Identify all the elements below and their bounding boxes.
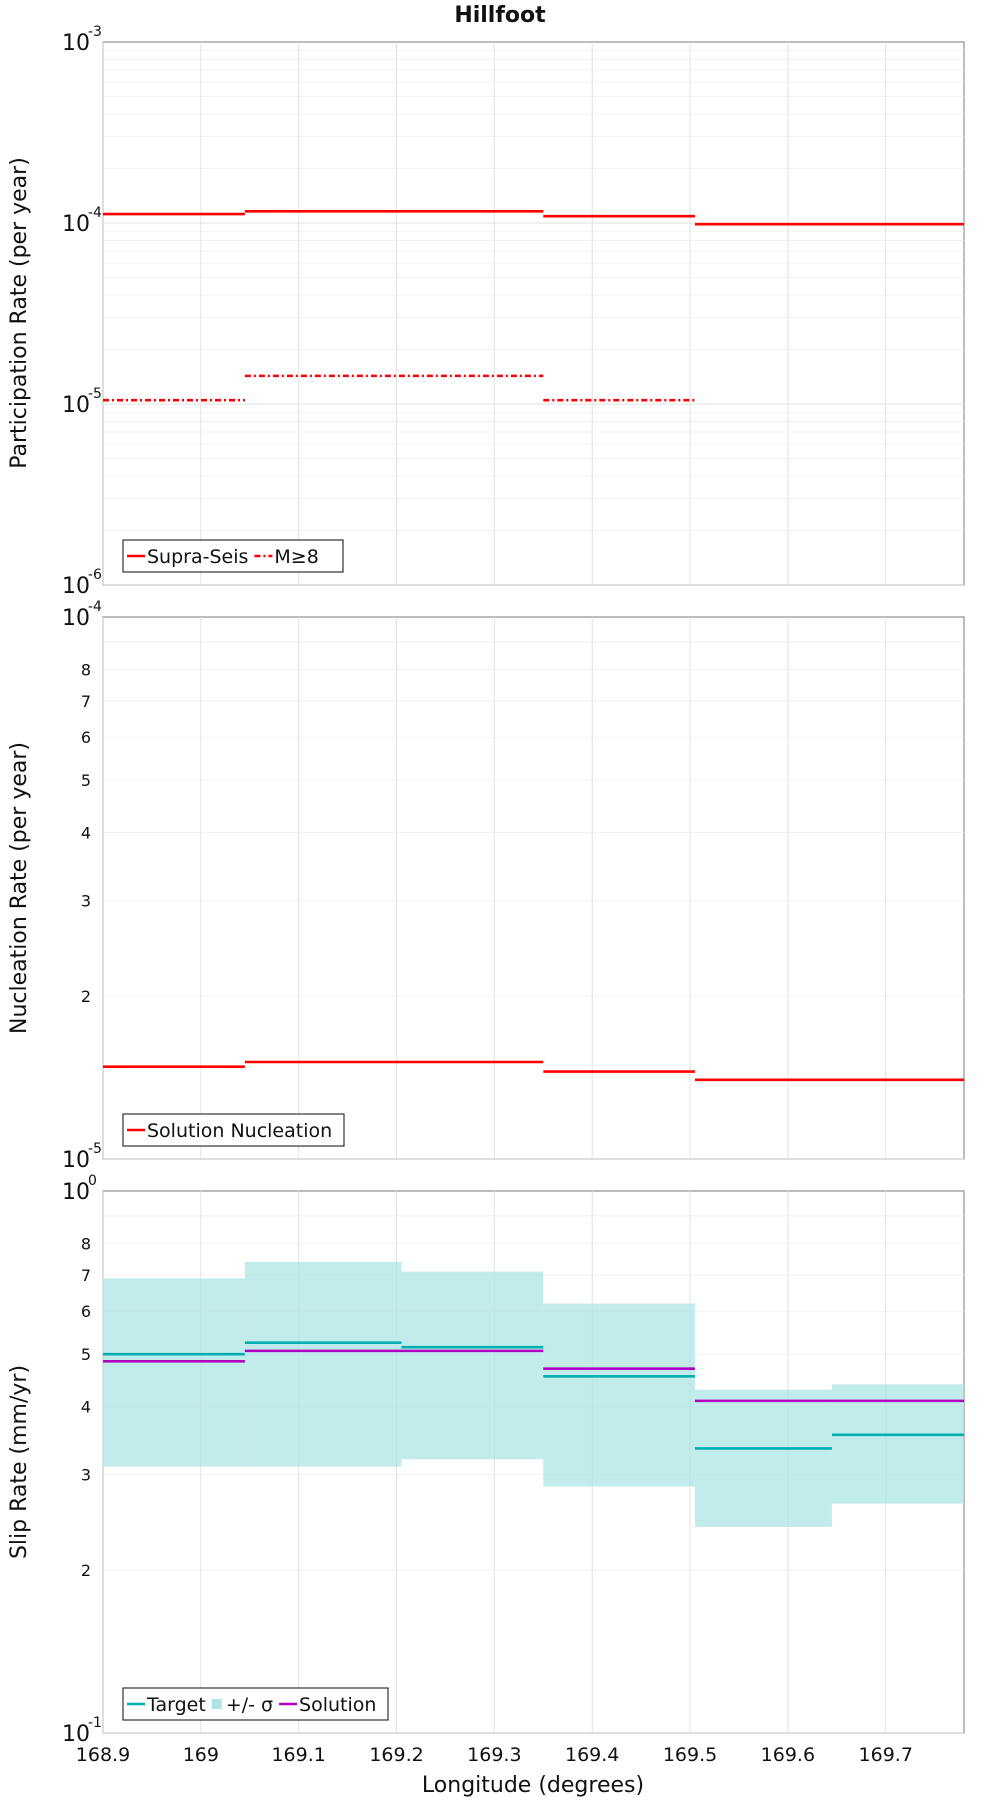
y-tick-label: 10: [62, 606, 90, 631]
y-tick-label: 5: [81, 771, 91, 790]
y-tick-label: 10: [62, 31, 90, 56]
x-tick-label: 169.4: [565, 1744, 619, 1766]
sigma-band: [401, 1271, 544, 1460]
y-tick-label: 8: [81, 661, 91, 680]
x-tick-label: 169: [183, 1744, 219, 1766]
x-tick-label: 169.6: [761, 1744, 815, 1766]
y-tick-exponent: -3: [88, 24, 102, 40]
plot-area: [102, 616, 965, 1160]
y-tick-label: 3: [81, 1465, 91, 1484]
legend-entry: +/- σ: [226, 1694, 273, 1716]
y-tick-label: 4: [81, 1398, 91, 1417]
legend-entry: Supra-Seis: [147, 546, 248, 568]
y-tick-label: 10: [62, 1148, 90, 1173]
sigma-band: [244, 1261, 402, 1467]
sigma-band: [694, 1389, 832, 1527]
nucleation-ylabel: Nucleation Rate (per year): [7, 742, 32, 1034]
y-tick-label: 8: [81, 1235, 91, 1254]
y-tick-exponent: -1: [88, 1715, 102, 1731]
y-tick-label: 7: [81, 1266, 91, 1285]
legend-entry: Solution: [299, 1694, 376, 1716]
y-tick-label: 5: [81, 1345, 91, 1364]
y-tick-label: 10: [62, 1180, 90, 1205]
legend-box: [122, 1687, 389, 1721]
y-tick-label: 4: [81, 824, 91, 843]
legend-entry: Solution Nucleation: [147, 1120, 332, 1142]
slip-rate-ylabel: Slip Rate (mm/yr): [7, 1365, 32, 1559]
legend-entry: M≥8: [274, 546, 318, 568]
sigma-band: [103, 1278, 245, 1467]
x-tick-label: 168.9: [76, 1744, 130, 1766]
chart-title: Hillfoot: [454, 3, 546, 28]
y-tick-label: 6: [81, 728, 91, 747]
y-tick-label: 2: [81, 1561, 91, 1580]
y-tick-exponent: -6: [88, 567, 102, 583]
y-tick-exponent: -4: [88, 205, 102, 221]
legend-box: [122, 539, 344, 573]
x-tick-label: 169.2: [369, 1744, 423, 1766]
legend: Solution Nucleation: [122, 1113, 345, 1147]
legend-entry: Target: [146, 1694, 206, 1716]
legend-box: [122, 1113, 345, 1147]
x-tick-label: 169.3: [467, 1744, 521, 1766]
x-tick-label: 169.1: [271, 1744, 325, 1766]
legend: Supra-Seis M≥8: [122, 539, 344, 573]
participation-ylabel: Participation Rate (per year): [7, 157, 32, 469]
y-tick-exponent: -5: [88, 1141, 102, 1157]
x-tick-label: 169.5: [663, 1744, 717, 1766]
x-axis-label: Longitude (degrees): [422, 1773, 644, 1798]
y-tick-label: 10: [62, 212, 90, 237]
legend: Target +/- σ Solution: [122, 1687, 389, 1721]
y-tick-exponent: -5: [88, 386, 102, 402]
y-tick-exponent: -4: [88, 599, 102, 615]
plot-area: [102, 41, 965, 586]
sigma-band: [831, 1384, 964, 1504]
sigma-band: [543, 1303, 695, 1487]
y-tick-label: 3: [81, 891, 91, 910]
y-tick-label: 2: [81, 987, 91, 1006]
y-tick-label: 10: [62, 1722, 90, 1747]
legend-swatch: [211, 1699, 222, 1709]
x-tick-label: 169.7: [859, 1744, 913, 1766]
y-tick-label: 10: [62, 574, 90, 599]
y-tick-label: 10: [62, 393, 90, 418]
y-tick-exponent: 0: [88, 1173, 97, 1189]
y-tick-label: 7: [81, 692, 91, 711]
y-tick-label: 6: [81, 1302, 91, 1321]
